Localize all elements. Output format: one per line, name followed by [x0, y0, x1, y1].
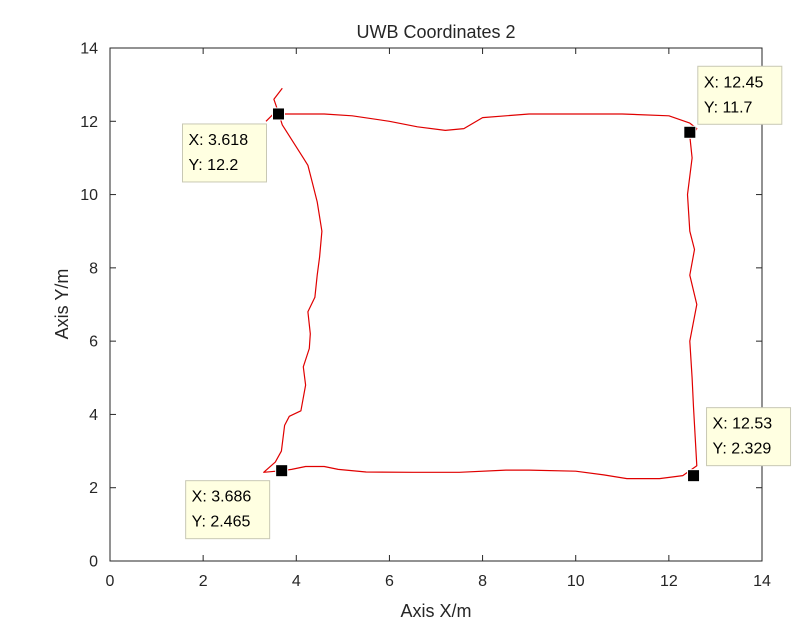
datatip-box[interactable] [697, 65, 783, 125]
y-tick-label: 4 [89, 407, 98, 424]
datatip-y-value: Y: 2.329 [713, 441, 772, 458]
datatip-x-value: X: 3.618 [188, 132, 248, 149]
tick-layer: 0 2 4 6 8 10 12 14 0 2 4 6 8 10 12 14 [80, 41, 771, 591]
series-layer [263, 87, 698, 480]
datatip-marker[interactable] [683, 125, 697, 139]
y-tick-label: 6 [89, 334, 98, 351]
chart-title: UWB Coordinates 2 [356, 22, 515, 42]
y-tick-label: 0 [89, 554, 98, 571]
y-tick-label: 14 [80, 41, 98, 58]
datatip-marker[interactable] [275, 464, 289, 478]
y-tick-label: 10 [80, 187, 98, 204]
y-tick-label: 8 [89, 260, 98, 277]
datatip-y-value: Y: 12.2 [188, 157, 238, 174]
datatip-marker[interactable] [687, 469, 701, 483]
datatip-marker[interactable] [271, 107, 285, 121]
y-tick-label: 2 [89, 480, 98, 497]
axes-box [109, 47, 763, 562]
x-tick-label: 14 [753, 573, 771, 590]
datatip-y-value: Y: 2.465 [192, 514, 251, 531]
datatip-box[interactable] [185, 480, 271, 540]
x-tick-label: 12 [660, 573, 678, 590]
datatip-x-value: X: 12.53 [713, 416, 773, 433]
series-line-0 [263, 87, 698, 480]
datatip-box[interactable] [706, 407, 792, 467]
x-tick-label: 8 [478, 573, 487, 590]
y-axis-title: Axis Y/m [52, 269, 72, 340]
x-tick-label: 4 [292, 573, 301, 590]
datatip-x-value: X: 12.45 [704, 74, 764, 91]
x-axis-title: Axis X/m [400, 601, 471, 621]
datatip-layer: X: 3.618 Y: 12.2 X: 12.45 Y: 11.7 X: 3.686 Y:… [181, 65, 792, 540]
x-tick-label: 0 [106, 573, 115, 590]
x-tick-label: 6 [385, 573, 394, 590]
marker-layer [271, 107, 701, 483]
x-tick-label: 10 [567, 573, 585, 590]
x-tick-label: 2 [199, 573, 208, 590]
datatip-y-value: Y: 11.7 [704, 99, 753, 116]
datatip-box[interactable] [181, 123, 267, 183]
y-tick-label: 12 [80, 114, 98, 131]
datatip-x-value: X: 3.686 [192, 489, 252, 506]
